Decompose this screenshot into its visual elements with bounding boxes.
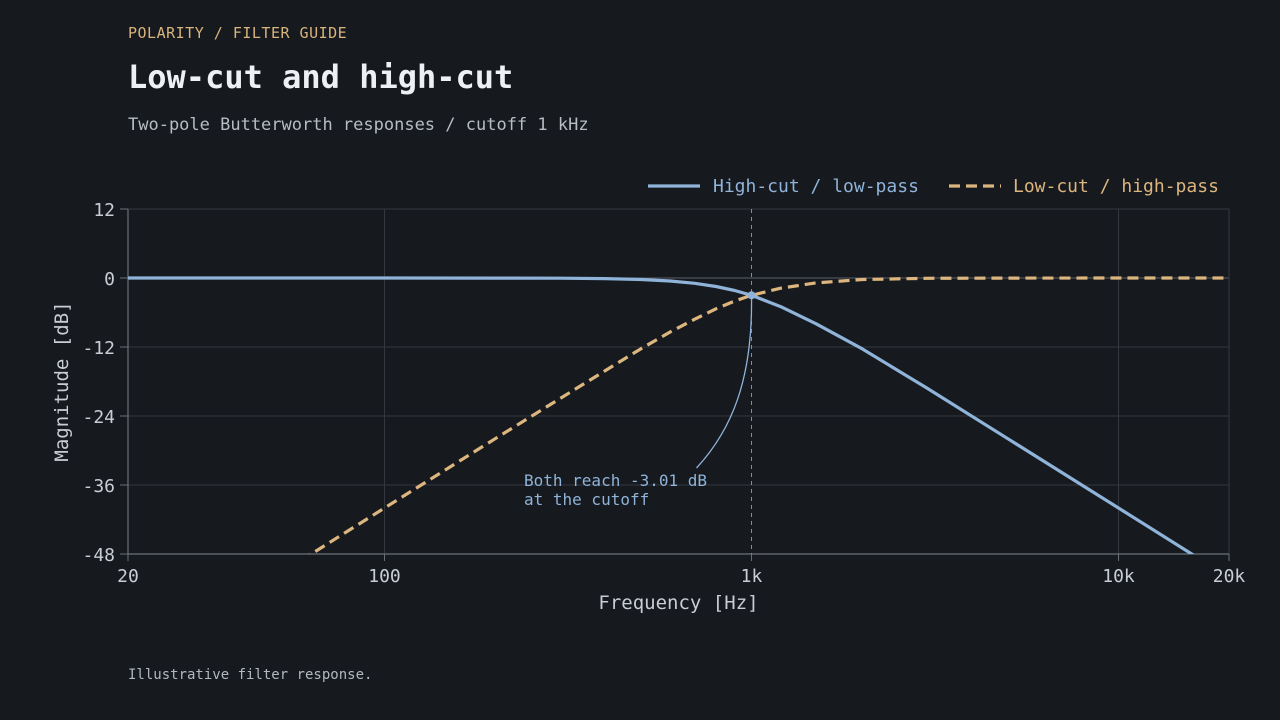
annotation-text: Both reach -3.01 dB: [524, 471, 707, 490]
series-line-high-cut: [128, 276, 1195, 554]
breadcrumb: POLARITY / FILTER GUIDE: [128, 24, 348, 42]
y-tick-label: -24: [82, 407, 115, 428]
series-line-low-cut: [308, 276, 1229, 554]
y-tick-label: -12: [82, 338, 115, 359]
x-axis-label: Frequency [Hz]: [598, 592, 758, 614]
footnote: Illustrative filter response.: [128, 667, 373, 683]
cutoff-point: [747, 291, 756, 300]
x-tick-label: 100: [368, 566, 401, 587]
x-tick-label: 20: [117, 566, 139, 587]
annotation-text: at the cutoff: [524, 490, 649, 509]
annotation-connector: [696, 297, 753, 469]
y-tick-label: -48: [82, 545, 115, 566]
y-tick-label: 12: [93, 200, 115, 221]
x-tick-label: 20k: [1213, 566, 1246, 587]
y-tick-label: 0: [104, 269, 115, 290]
page-subtitle: Two-pole Butterworth responses / cutoff …: [128, 115, 589, 135]
legend-label-high-cut: High-cut / low-pass: [713, 176, 919, 197]
page-title: Low-cut and high-cut: [128, 58, 514, 96]
x-tick-label: 1k: [741, 566, 763, 587]
x-tick-label: 10k: [1102, 566, 1135, 587]
legend-label-low-cut: Low-cut / high-pass: [1013, 176, 1219, 197]
y-tick-label: -36: [82, 476, 115, 497]
y-axis-label: Magnitude [dB]: [51, 301, 73, 461]
